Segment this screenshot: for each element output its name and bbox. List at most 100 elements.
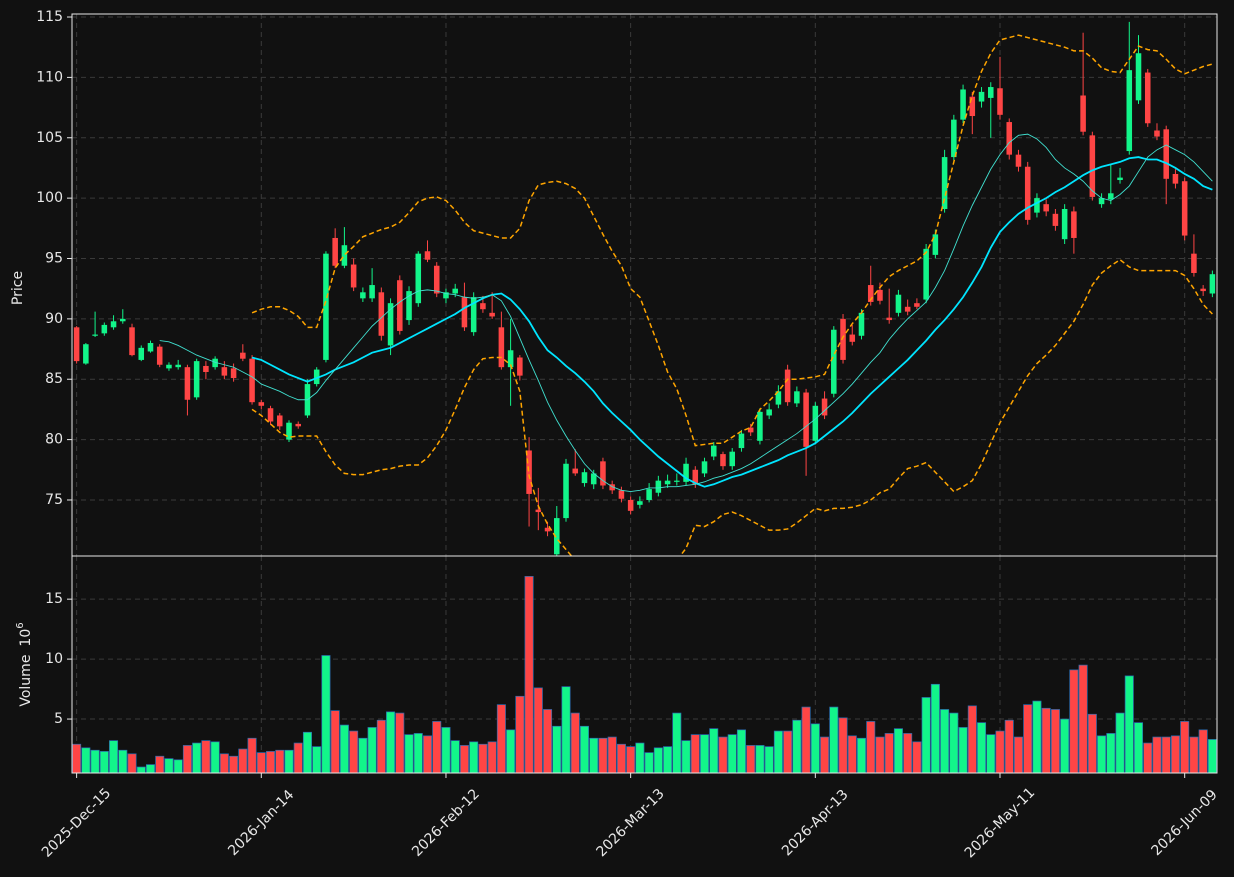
volume-bar: [875, 736, 885, 773]
volume-axis-label: Volume 106: [15, 622, 34, 706]
volume-bar: [838, 717, 848, 773]
volume-bar: [164, 758, 174, 773]
volume-bar: [469, 741, 479, 773]
candle-body: [101, 324, 108, 334]
candle-body: [443, 292, 449, 299]
volume-bar: [561, 686, 571, 773]
volume-bar: [90, 749, 100, 773]
candle-body: [313, 369, 320, 385]
y-tick-label: 75: [45, 492, 63, 508]
candle-body: [941, 157, 948, 209]
candle-body: [1080, 95, 1086, 132]
volume-bar: [1078, 664, 1088, 773]
candle-body: [720, 454, 726, 467]
price-axis-label: Price: [10, 271, 26, 305]
candle-body: [350, 264, 357, 288]
candle-body: [175, 364, 181, 368]
volume-bar: [764, 746, 774, 773]
candle-body: [710, 445, 717, 457]
candle-body: [840, 318, 846, 360]
candle-body: [184, 367, 191, 400]
volume-bar: [1161, 736, 1171, 773]
candle-body: [600, 461, 606, 486]
volume-bar: [607, 736, 617, 773]
candle-body: [120, 318, 126, 322]
candle-body: [249, 358, 255, 403]
candle-body: [526, 450, 532, 494]
volume-bar: [266, 751, 276, 773]
candle-body: [701, 461, 708, 474]
volume-frame: [71, 555, 1218, 774]
volume-bar: [829, 706, 839, 773]
volume-bar: [256, 752, 266, 773]
candle-body: [978, 91, 985, 102]
candle-body: [849, 334, 856, 342]
volume-bar: [570, 712, 580, 773]
volume-bar: [1041, 707, 1051, 773]
volume-bar: [229, 755, 239, 773]
volume-bar: [681, 740, 691, 773]
candle-body: [1144, 72, 1151, 124]
volume-bar: [986, 734, 996, 773]
candle-body: [1043, 204, 1049, 212]
candle-body: [323, 253, 329, 360]
volume-bar: [773, 730, 783, 773]
indicator-line: [251, 258, 1213, 556]
candle-body: [867, 285, 874, 302]
volume-bar: [367, 727, 377, 773]
candle-body: [83, 344, 89, 364]
volume-bar: [395, 712, 405, 773]
volume-bar: [312, 746, 322, 773]
candle-body: [803, 392, 809, 447]
volume-bar: [293, 742, 303, 773]
candle-body: [729, 451, 735, 467]
candle-body: [1098, 198, 1105, 205]
volume-bar: [182, 745, 192, 773]
candle-body: [498, 327, 505, 368]
volume-bar: [1013, 736, 1023, 773]
candle-body: [775, 391, 782, 405]
volume-bar: [487, 741, 497, 773]
volume-bar: [644, 752, 654, 773]
candle-body: [276, 415, 283, 427]
candle-body: [766, 409, 772, 416]
candle-body: [230, 368, 237, 379]
volume-bar: [746, 745, 756, 773]
volume-bar: [1060, 718, 1070, 773]
candle-body: [951, 119, 957, 158]
candle-body: [92, 334, 98, 336]
volume-bar: [515, 695, 525, 773]
volume-bar: [635, 742, 645, 773]
candle-body: [1071, 211, 1077, 238]
volume-bar: [884, 733, 894, 773]
volume-bar: [967, 705, 977, 773]
volume-bar: [801, 706, 811, 773]
candle-body: [193, 361, 200, 398]
volume-bar: [866, 721, 876, 773]
volume-bar: [663, 746, 673, 773]
volume-bar: [1069, 669, 1079, 773]
candle-body: [674, 480, 680, 482]
candle-body: [138, 347, 145, 360]
candle-body: [1024, 166, 1031, 220]
y-tick-label: 115: [36, 9, 63, 25]
candle-body: [821, 398, 828, 416]
candle-body: [424, 251, 431, 260]
volume-bar: [109, 740, 119, 773]
volume-bar: [995, 730, 1005, 773]
volume-bar: [496, 704, 506, 773]
y-tick-label: 5: [54, 711, 63, 727]
volume-bar: [349, 730, 359, 773]
volume-bar: [783, 730, 793, 773]
volume-bar: [690, 734, 700, 773]
volume-bar: [404, 734, 414, 773]
volume-scale-base: 10: [18, 629, 34, 647]
candle-body: [267, 408, 274, 422]
y-tick-label: 10: [45, 651, 63, 667]
candle-body: [932, 234, 939, 255]
candle-body: [221, 367, 228, 376]
volume-bar: [1106, 733, 1116, 773]
volume-bar: [441, 727, 451, 773]
candle-body: [1006, 122, 1013, 155]
